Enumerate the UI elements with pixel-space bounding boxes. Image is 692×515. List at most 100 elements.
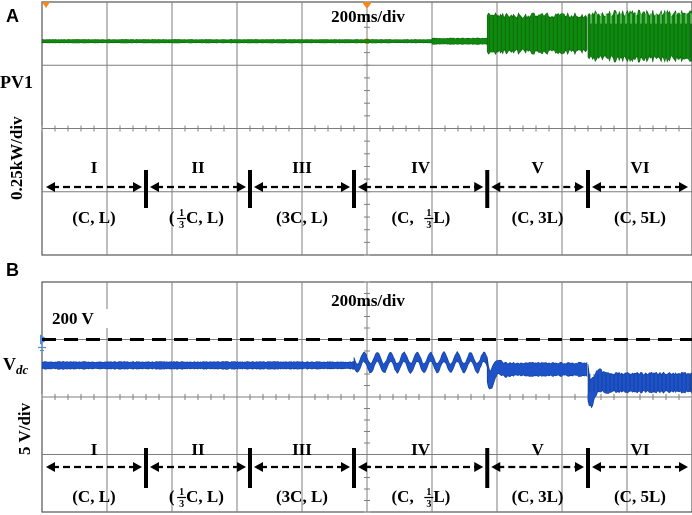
segment-condition-label: (3C, L) bbox=[276, 208, 328, 227]
condition-text: (C, 5L) bbox=[614, 487, 666, 506]
segment-condition-label: (C, 3L) bbox=[512, 487, 564, 506]
condition-prefix: (C, bbox=[392, 208, 414, 227]
arrow-head-left bbox=[491, 182, 501, 192]
segment-condition-label: (13 C, L) bbox=[169, 208, 224, 231]
trace-label-main: V bbox=[3, 354, 16, 374]
segment-arrow bbox=[46, 462, 142, 472]
segment-arrow bbox=[592, 462, 688, 472]
segment-arrow bbox=[358, 462, 484, 472]
condition-suffix: L) bbox=[433, 487, 450, 506]
segment-roman-label: III bbox=[292, 440, 312, 459]
segment-condition-label: (C, 5L) bbox=[614, 208, 666, 227]
trace-series bbox=[41, 350, 692, 409]
fraction-denominator: 3 bbox=[426, 220, 431, 231]
trace-ripple-texture bbox=[589, 373, 691, 392]
segment-condition-label: (C, L) bbox=[72, 208, 115, 227]
trigger-marker-icon bbox=[42, 2, 50, 8]
segment-arrow bbox=[254, 182, 350, 192]
arrow-head-left bbox=[358, 462, 367, 472]
condition-suffix: C, L) bbox=[186, 208, 224, 227]
arrow-head-right bbox=[237, 462, 246, 472]
trace-segment bbox=[41, 39, 433, 44]
condition-prefix: (C, bbox=[392, 487, 414, 506]
fraction-numerator: 1 bbox=[179, 208, 184, 219]
arrow-head-right bbox=[133, 462, 142, 472]
panel-label: B bbox=[6, 260, 19, 280]
trace-label: PV1 bbox=[0, 72, 33, 92]
trace-label: Vdc bbox=[3, 354, 29, 377]
condition-text: (C, 5L) bbox=[614, 208, 666, 227]
segment-roman-label: VI bbox=[631, 440, 650, 459]
trace-segment bbox=[431, 37, 488, 45]
segment-condition-label: (C, 13 L) bbox=[392, 487, 451, 510]
condition-text: (C, L) bbox=[72, 208, 115, 227]
trigger-marker-icon bbox=[362, 2, 372, 9]
arrow-head-right bbox=[341, 462, 350, 472]
arrow-head-left bbox=[46, 182, 55, 192]
condition-prefix: ( bbox=[169, 208, 175, 227]
condition-text: (C, 3L) bbox=[512, 208, 564, 227]
segment-roman-label: VI bbox=[631, 158, 650, 177]
fraction-denominator: 3 bbox=[179, 499, 184, 510]
segment-roman-label: I bbox=[91, 158, 98, 177]
segment-arrow bbox=[491, 462, 584, 472]
condition-suffix: L) bbox=[433, 208, 450, 227]
segment-roman-label: III bbox=[292, 158, 312, 177]
arrow-head-left bbox=[592, 462, 601, 472]
segment-arrow bbox=[254, 462, 350, 472]
arrow-head-left bbox=[592, 182, 601, 192]
segment-roman-label: IV bbox=[411, 158, 431, 177]
arrow-head-right bbox=[575, 462, 584, 472]
arrow-head-right bbox=[341, 182, 350, 192]
trace-ripple-texture bbox=[488, 16, 586, 51]
condition-suffix: C, L) bbox=[186, 487, 224, 506]
arrow-head-left bbox=[491, 462, 501, 472]
segment-arrow bbox=[150, 462, 246, 472]
fraction-numerator: 1 bbox=[426, 208, 431, 219]
segment-roman-label: II bbox=[191, 440, 205, 459]
reference-label: 200 V bbox=[52, 309, 94, 328]
fraction-numerator: 1 bbox=[426, 487, 431, 498]
y-scale-label: 0.25kW/div bbox=[7, 116, 26, 200]
segment-annotations: I(C, L)II(13 C, L)III(3C, L)IV(C, 13 L)V(C… bbox=[46, 158, 688, 231]
arrow-head-right bbox=[474, 462, 484, 472]
condition-text: (3C, L) bbox=[276, 208, 328, 227]
arrow-head-right bbox=[575, 182, 584, 192]
segment-condition-label: (C, 5L) bbox=[614, 487, 666, 506]
segment-roman-label: V bbox=[531, 158, 544, 177]
segment-arrow bbox=[592, 182, 688, 192]
condition-prefix: ( bbox=[169, 487, 175, 506]
panel-b: I(C, L)II(13 C, L)III(3C, L)IV(C, 13 L)V(C… bbox=[3, 260, 692, 513]
segment-annotations: I(C, L)II(13 C, L)III(3C, L)IV(C, 13 L)V(C… bbox=[46, 440, 688, 510]
fraction-numerator: 1 bbox=[179, 487, 184, 498]
segment-condition-label: (C, L) bbox=[72, 487, 115, 506]
segment-roman-label: II bbox=[191, 158, 205, 177]
segment-roman-label: I bbox=[91, 440, 98, 459]
panel-a: I(C, L)II(13 C, L)III(3C, L)IV(C, 13 L)V(C… bbox=[0, 1, 692, 256]
arrow-head-left bbox=[46, 462, 55, 472]
arrow-head-left bbox=[358, 182, 367, 192]
fraction-denominator: 3 bbox=[179, 220, 184, 231]
trace-segment bbox=[486, 356, 588, 390]
trace-label-subscript: dc bbox=[16, 362, 29, 377]
condition-text: (3C, L) bbox=[276, 487, 328, 506]
fraction-denominator: 3 bbox=[426, 499, 431, 510]
arrow-head-right bbox=[679, 182, 688, 192]
panel-label: A bbox=[6, 6, 19, 26]
segment-roman-label: V bbox=[531, 440, 544, 459]
trace-ripple-texture bbox=[589, 13, 692, 58]
time-scale-label: 200ms/div bbox=[331, 291, 405, 310]
time-scale-label: 200ms/div bbox=[331, 7, 405, 26]
arrow-head-left bbox=[254, 462, 263, 472]
segment-arrow bbox=[150, 182, 246, 192]
segment-condition-label: (C, 3L) bbox=[512, 208, 564, 227]
segment-arrow bbox=[358, 182, 484, 192]
segment-condition-label: (3C, L) bbox=[276, 487, 328, 506]
arrow-head-right bbox=[133, 182, 142, 192]
segment-condition-label: (C, 13 L) bbox=[392, 208, 451, 231]
segment-condition-label: (13 C, L) bbox=[169, 487, 224, 510]
arrow-head-right bbox=[237, 182, 246, 192]
trace-segment bbox=[41, 361, 355, 370]
condition-text: (C, 3L) bbox=[512, 487, 564, 506]
